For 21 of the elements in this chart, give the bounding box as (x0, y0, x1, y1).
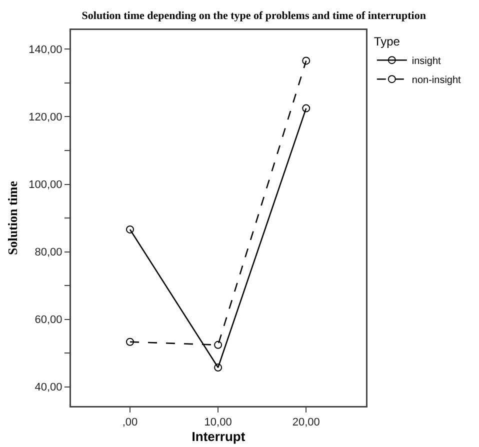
y-axis-title: Solution time (4, 180, 20, 256)
point (214, 340, 222, 349)
y-tick-label: 40,00 (34, 382, 62, 394)
legend-label: non-insight (412, 75, 462, 86)
y-tick-label: 140,00 (28, 44, 62, 56)
x-axis-title: Interrupt (192, 429, 246, 444)
point (214, 364, 222, 372)
x-tick-label: ,00 (122, 416, 138, 429)
y-tick-label: 100,00 (28, 179, 62, 192)
legend-title: Type (374, 34, 400, 49)
point (302, 56, 310, 65)
point (126, 225, 134, 234)
x-tick-label: 10,00 (204, 416, 232, 429)
chart-title: Solution time depending on the type of problems and time of interruption (82, 10, 426, 22)
point (302, 104, 310, 112)
y-tick-label: 120,00 (28, 112, 62, 124)
y-tick-label: 80,00 (34, 246, 62, 259)
y-tick-label: 60,00 (34, 314, 62, 326)
x-tick-label: 20,00 (292, 416, 320, 429)
legend-label: insight (412, 56, 442, 67)
point (126, 338, 134, 346)
